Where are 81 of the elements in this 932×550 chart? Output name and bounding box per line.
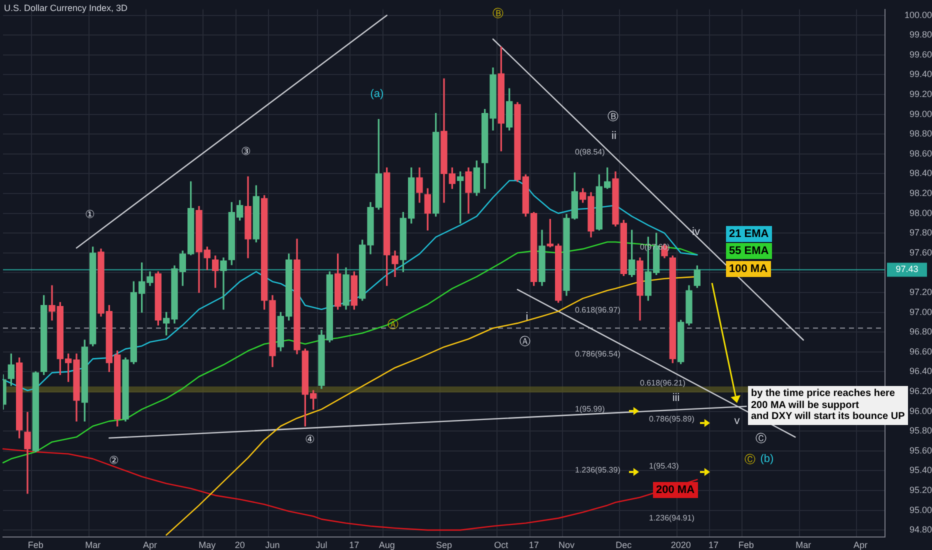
annotation: by the time price reaches here 200 MA will be support and DXY will start its bounce UP bbox=[748, 386, 908, 424]
annotation: ④ bbox=[305, 434, 315, 446]
x-tick-label: Jun bbox=[265, 540, 280, 550]
y-tick-label: 97.60 bbox=[909, 247, 932, 258]
annotation: 1.236(95.39) bbox=[575, 466, 620, 476]
annotation: 0.618(96.21) bbox=[640, 378, 686, 388]
x-tick-label: 17 bbox=[349, 540, 360, 550]
x-tick-label: Feb bbox=[738, 540, 754, 550]
annotation: 1.236(94.91) bbox=[649, 514, 694, 524]
annotation: 0(98.54) bbox=[575, 148, 605, 158]
annotation: i bbox=[526, 310, 528, 324]
annotation: (b) bbox=[760, 452, 774, 466]
annotation: 0.786(96.54) bbox=[575, 350, 620, 360]
y-tick-label: 94.80 bbox=[909, 524, 932, 535]
text: 55 EMA bbox=[726, 243, 772, 260]
x-tick-label: Aug bbox=[378, 540, 395, 550]
y-tick-label: 99.00 bbox=[909, 108, 932, 119]
y-tick-label: 95.60 bbox=[909, 445, 932, 456]
candlestick bbox=[24, 412, 31, 494]
annotation: v bbox=[734, 414, 740, 428]
y-tick-label: 97.80 bbox=[909, 228, 932, 238]
annotation: Ⓑ bbox=[608, 110, 618, 124]
chart-title: U.S. Dollar Currency Index, 3D bbox=[4, 3, 128, 14]
y-tick-label: 95.40 bbox=[909, 465, 932, 476]
annotation: 1(95.99) bbox=[575, 404, 605, 414]
y-tick-label: 99.20 bbox=[909, 89, 932, 100]
x-tick-label: Mar bbox=[796, 540, 812, 550]
annotation: Ⓑ bbox=[492, 8, 504, 20]
y-tick-label: 96.20 bbox=[909, 386, 932, 396]
x-tick-label: May bbox=[198, 540, 216, 550]
ref-line-label: 97.43 bbox=[896, 264, 918, 274]
annotation: Ⓒ bbox=[756, 432, 766, 446]
x-tick-label: Feb bbox=[28, 540, 44, 550]
annotation: ii bbox=[612, 130, 616, 142]
x-tick-label: Apr bbox=[142, 540, 158, 550]
x-tick-label: Nov bbox=[558, 540, 575, 550]
y-tick-label: 95.80 bbox=[909, 426, 932, 436]
annotation: ① bbox=[85, 208, 95, 222]
text: 100 MA bbox=[726, 261, 771, 278]
x-tick-label: Sep bbox=[436, 540, 452, 550]
y-tick-label: 99.80 bbox=[909, 30, 932, 40]
y-tick-label: 98.40 bbox=[909, 168, 932, 178]
x-tick-label: 17 bbox=[528, 540, 539, 550]
y-tick-label: 98.60 bbox=[909, 148, 932, 158]
annotation: 0(97.60) bbox=[640, 242, 670, 252]
y-tick-label: 98.80 bbox=[909, 128, 932, 139]
candlestick bbox=[220, 258, 227, 310]
y-tick-label: 95.00 bbox=[909, 504, 932, 515]
y-tick-label: 97.00 bbox=[909, 306, 932, 317]
x-tick-label: Mar bbox=[85, 540, 101, 550]
y-tick-label: 99.40 bbox=[909, 69, 932, 80]
annotation: 1(95.43) bbox=[649, 462, 679, 472]
y-tick-label: 96.40 bbox=[909, 366, 932, 376]
y-tick-label: 96.80 bbox=[909, 326, 932, 337]
annotation: Ⓐ bbox=[520, 336, 530, 348]
x-tick-label: 17 bbox=[708, 540, 719, 550]
y-tick-label: 96.60 bbox=[909, 346, 932, 356]
annotation: Ⓒ bbox=[744, 454, 756, 466]
y-tick-label: 96.00 bbox=[909, 406, 932, 416]
annotation: (a) bbox=[370, 88, 384, 100]
y-tick-label: 100.00 bbox=[904, 10, 932, 20]
x-tick-label: Dec bbox=[616, 540, 632, 550]
y-tick-label: 98.00 bbox=[909, 208, 932, 218]
x-tick-label: 20 bbox=[234, 540, 245, 550]
annotation: ② bbox=[109, 454, 119, 468]
x-tick-label: Oct bbox=[494, 540, 509, 550]
annotation: 0.618(96.97) bbox=[575, 306, 620, 316]
y-tick-label: 99.60 bbox=[909, 49, 932, 60]
annotation: iii bbox=[672, 392, 680, 404]
y-tick-label: 95.20 bbox=[909, 484, 932, 495]
annotation: ③ bbox=[241, 146, 251, 158]
series-label: 200 MA bbox=[653, 482, 698, 498]
x-tick-label: 2020 bbox=[670, 540, 691, 550]
annotation: 0.786(95.89) bbox=[649, 414, 694, 424]
x-tick-label: Apr bbox=[853, 540, 868, 550]
annotation: Ⓐ bbox=[388, 318, 398, 332]
annotation: iv bbox=[692, 226, 700, 238]
x-tick-label: Jul bbox=[316, 540, 328, 550]
y-tick-label: 98.20 bbox=[909, 188, 932, 198]
text: 21 EMA bbox=[726, 226, 772, 242]
y-tick-label: 97.20 bbox=[909, 286, 932, 297]
